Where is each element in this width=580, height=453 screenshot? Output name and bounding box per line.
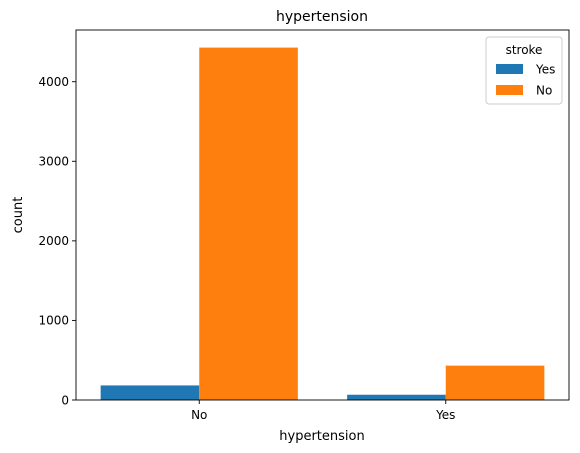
bar-no-stroke-no [199,47,298,400]
y-tick-label: 4000 [38,75,69,89]
x-tick-label: Yes [435,408,455,422]
legend-label-yes: Yes [535,63,555,77]
bar-yes-stroke-yes [347,394,446,400]
y-axis-label: count [11,197,26,234]
chart-title: hypertension [276,9,368,25]
bars-group [100,47,545,400]
y-tick-label: 2000 [38,234,69,248]
legend-swatch-yes [496,64,523,74]
y-tick-label: 0 [61,393,69,407]
x-axis-ticks: No Yes [191,400,455,422]
y-tick-label: 1000 [38,314,69,328]
legend-label-no: No [536,84,552,98]
legend: stroke Yes No [485,36,563,105]
bar-yes-stroke-no [445,365,545,400]
x-axis-label: hypertension [279,429,364,444]
legend-title: stroke [506,43,543,57]
legend-swatch-no [496,85,523,95]
y-axis-ticks: 0 1000 2000 3000 4000 [38,75,76,407]
bar-no-stroke-yes [100,385,200,400]
plot-frame [75,29,570,401]
x-tick-label: No [191,408,207,422]
y-tick-label: 3000 [38,155,69,169]
